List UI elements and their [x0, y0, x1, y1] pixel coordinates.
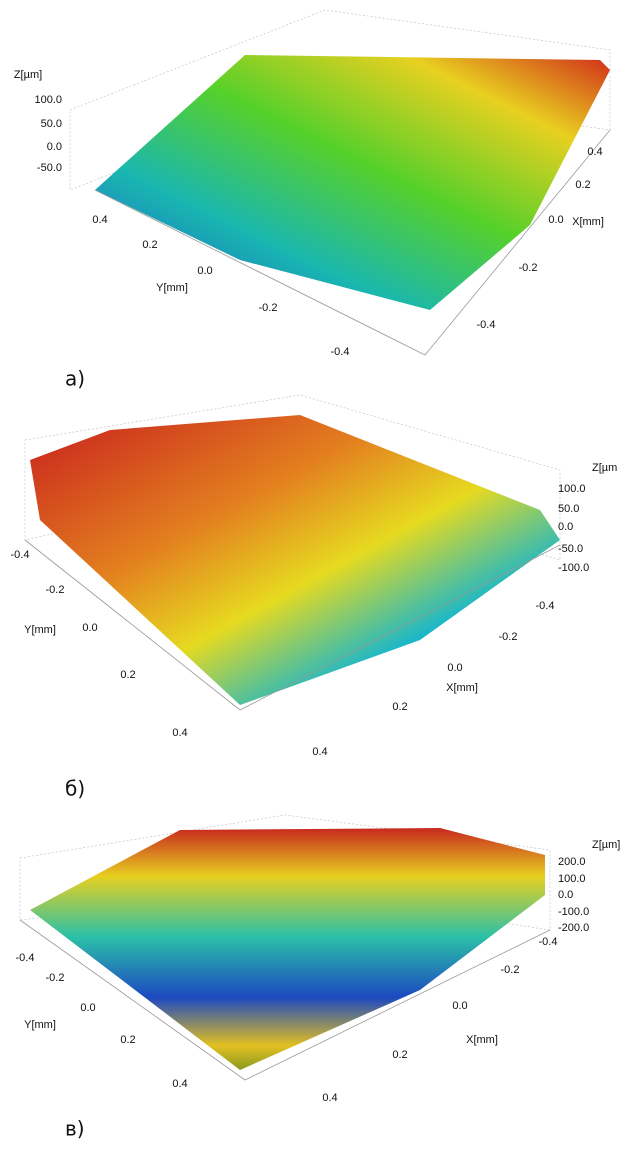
z-tick-label: 50.0	[41, 118, 62, 130]
x-axis-label: X[mm]	[466, 1034, 498, 1046]
caption: а)	[65, 367, 85, 391]
x-tick-label: 0.2	[392, 1049, 407, 1061]
z-tick-label: -100.0	[558, 562, 589, 574]
y-tick-label: 0.4	[172, 1078, 187, 1090]
x-tick-label: -0.2	[501, 964, 520, 976]
z-tick-label: 100.0	[34, 94, 62, 106]
z-tick-label: 200.0	[558, 856, 586, 868]
y-axis-label: Y[mm]	[24, 624, 56, 636]
y-tick-label: 0.0	[197, 265, 212, 277]
z-tick-label: 100.0	[558, 873, 586, 885]
y-tick-label: -0.4	[331, 346, 350, 358]
x-tick-label: -0.2	[519, 262, 538, 274]
y-tick-label: -0.2	[259, 302, 278, 314]
y-axis-label: Y[mm]	[156, 282, 188, 294]
figure: а) Z[µm] 100.0 50.0 0.0 -50.0 Y[mm] 0.4 0.2 0.0 -0…	[0, 0, 621, 1148]
caption: в)	[65, 1117, 85, 1141]
y-tick-label: -0.4	[16, 952, 35, 964]
x-tick-label: -0.4	[477, 319, 496, 331]
y-tick-label: 0.4	[92, 214, 107, 226]
y-tick-label: 0.2	[142, 239, 157, 251]
z-axis-label: Z[µm	[592, 462, 617, 474]
x-tick-label: -0.4	[536, 600, 555, 612]
y-tick-label: 0.2	[120, 669, 135, 681]
x-tick-label: -0.4	[539, 936, 558, 948]
z-axis-label: Z[µm]	[592, 839, 620, 851]
x-tick-label: 0.2	[575, 179, 590, 191]
caption: б)	[65, 777, 85, 801]
x-tick-label: 0.0	[452, 1000, 467, 1012]
x-tick-label: 0.2	[392, 701, 407, 713]
x-tick-label: -0.2	[499, 631, 518, 643]
x-tick-label: 0.0	[548, 214, 563, 226]
x-axis-label: X[mm]	[446, 682, 478, 694]
y-tick-label: 0.0	[82, 622, 97, 634]
z-tick-label: -100.0	[558, 906, 589, 918]
panel-b	[25, 395, 560, 710]
x-tick-label: 0.4	[312, 746, 327, 758]
z-tick-label: -50.0	[37, 162, 62, 174]
surface	[30, 415, 560, 705]
y-tick-label: -0.2	[46, 972, 65, 984]
y-tick-label: 0.0	[80, 1002, 95, 1014]
z-tick-label: -50.0	[558, 543, 583, 555]
y-tick-label: 0.2	[120, 1034, 135, 1046]
x-tick-label: 0.0	[447, 662, 462, 674]
panel-a	[70, 10, 610, 355]
z-tick-label: 100.0	[558, 483, 586, 495]
z-axis-label: Z[µm]	[14, 69, 42, 81]
z-tick-label: 0.0	[558, 521, 573, 533]
x-axis-label: X[mm]	[572, 216, 604, 228]
y-tick-label: -0.2	[46, 584, 65, 596]
x-tick-label: 0.4	[587, 146, 602, 158]
z-tick-label: 0.0	[47, 141, 62, 153]
y-tick-label: -0.4	[11, 549, 30, 561]
z-tick-label: 0.0	[558, 889, 573, 901]
y-tick-label: 0.4	[172, 727, 187, 739]
z-tick-label: 50.0	[558, 503, 579, 515]
x-tick-label: 0.4	[322, 1092, 337, 1104]
z-tick-label: -200.0	[558, 922, 589, 934]
y-axis-label: Y[mm]	[24, 1019, 56, 1031]
